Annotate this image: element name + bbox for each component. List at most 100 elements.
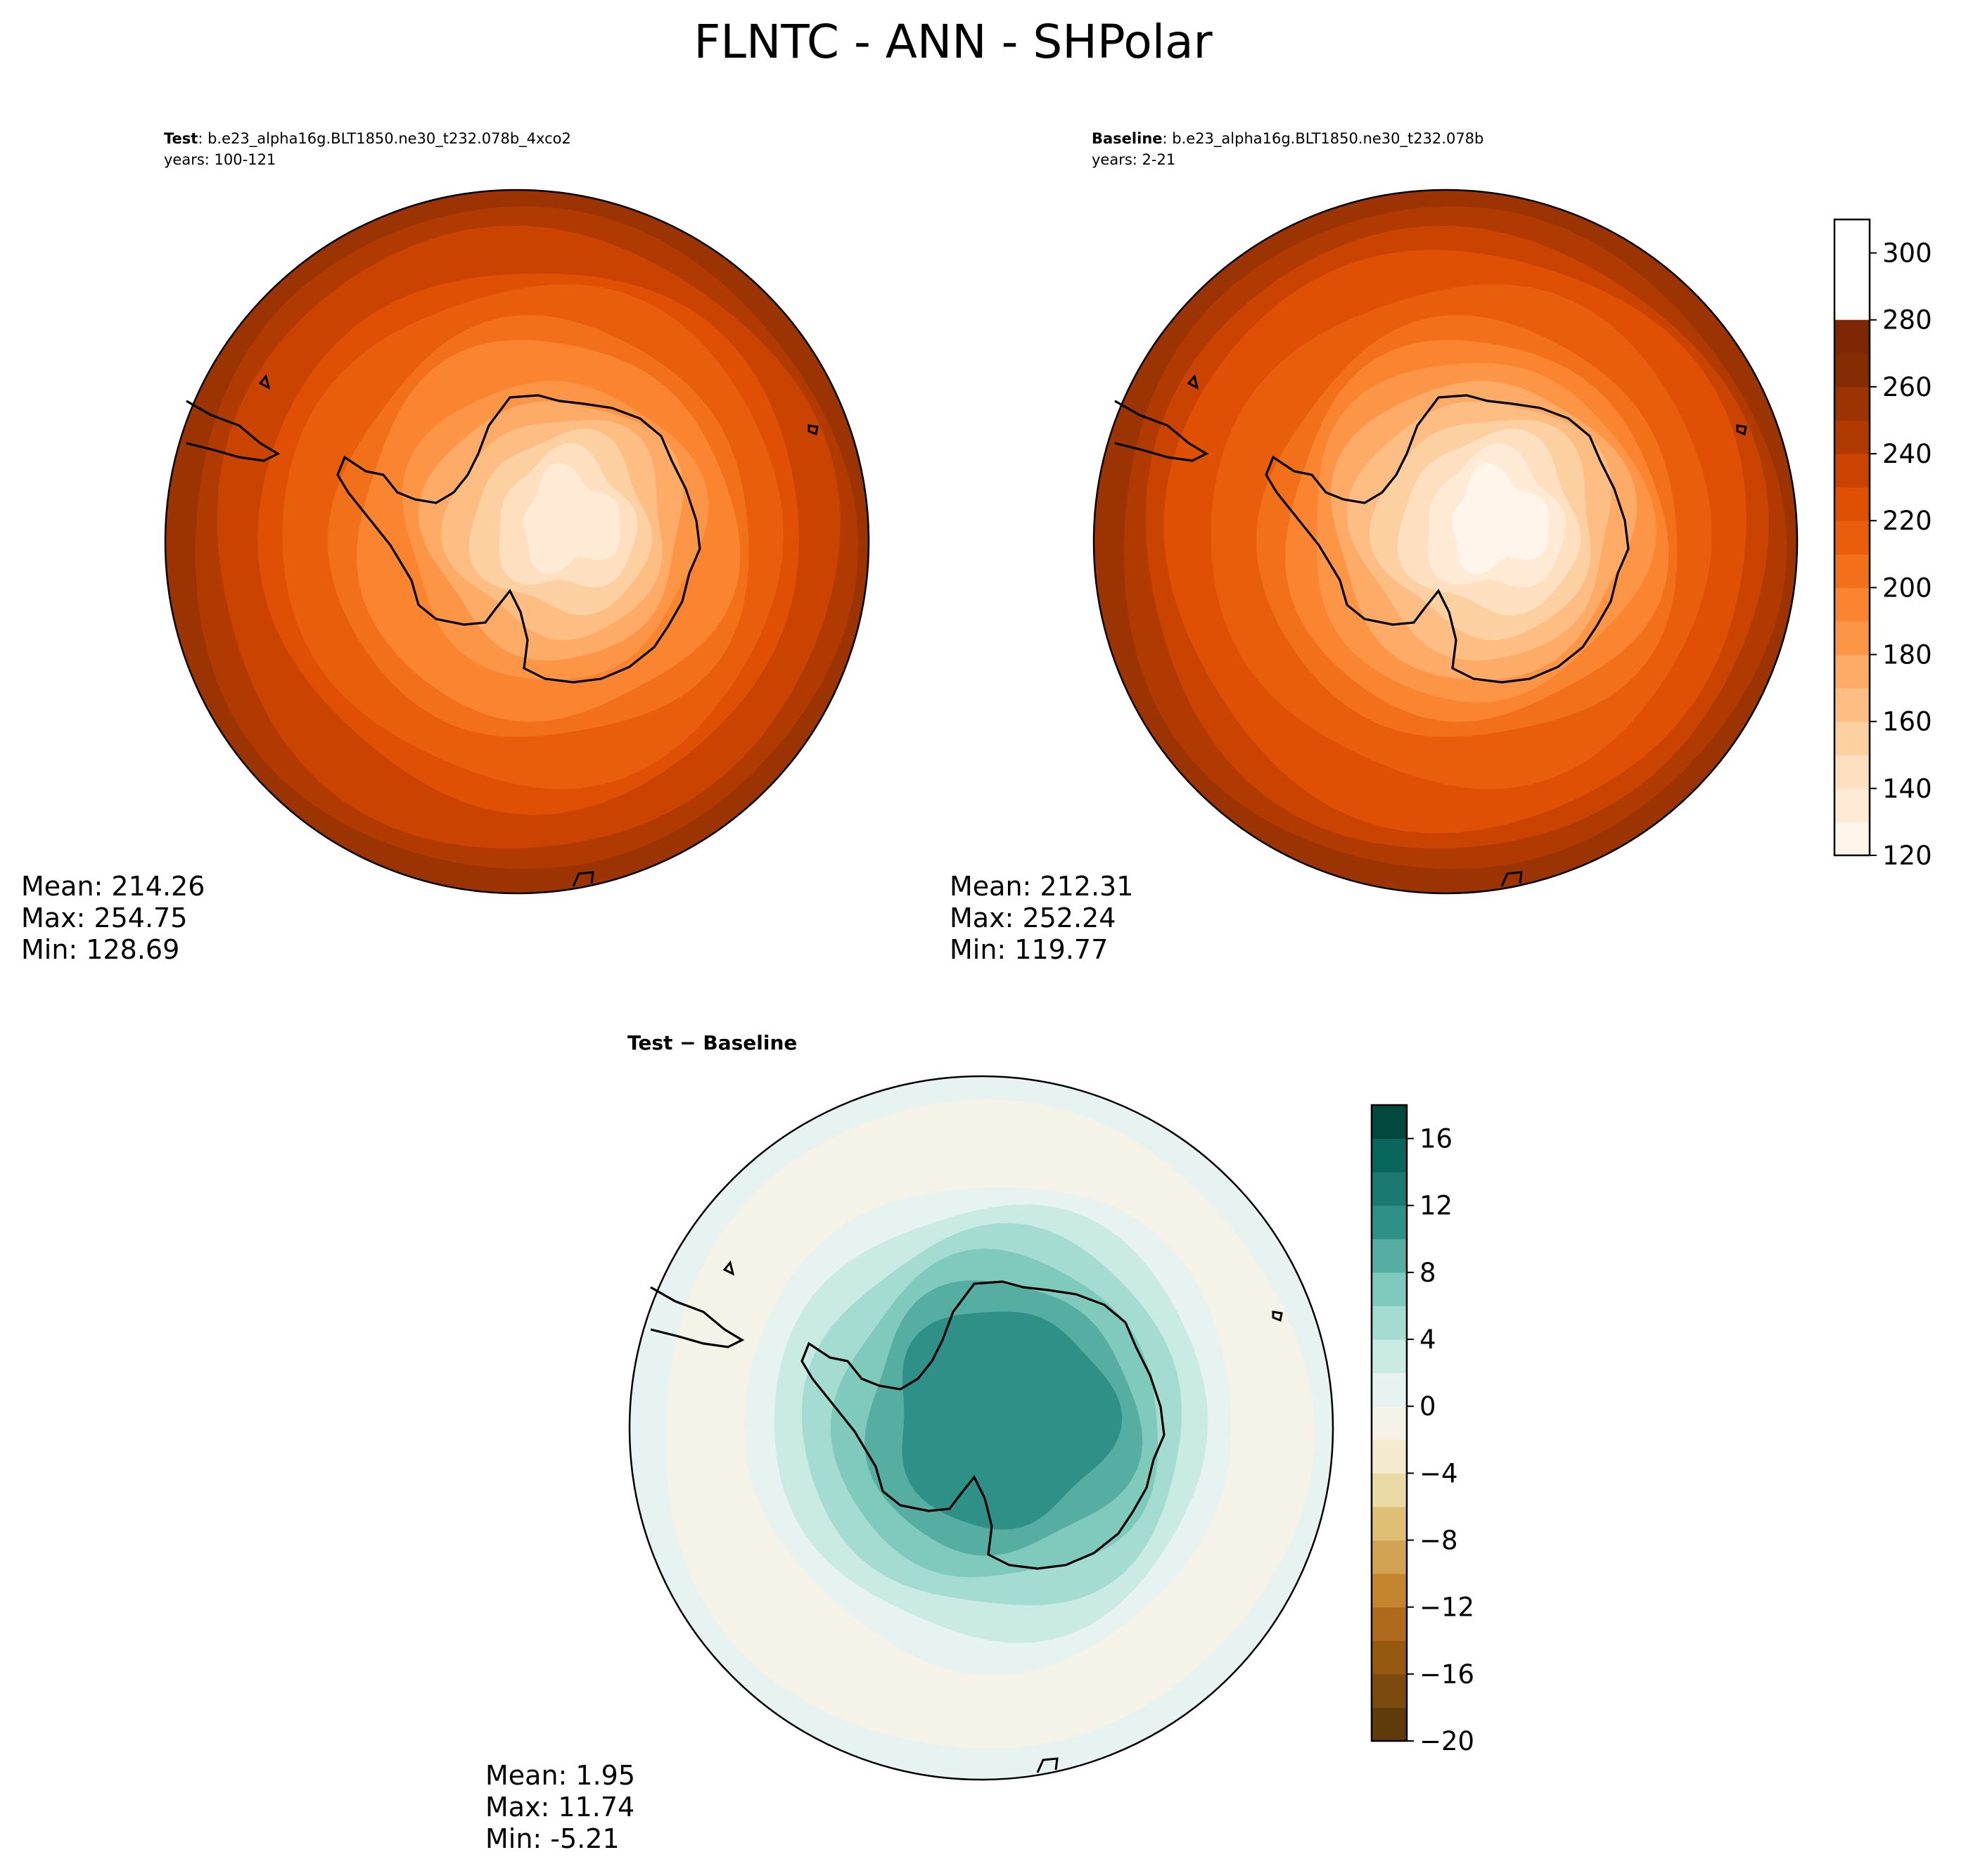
colorbar-tick-label: 240 — [1882, 439, 1932, 469]
colorbar-tick-label: −16 — [1419, 1659, 1474, 1690]
colorbar-swatch — [1372, 1473, 1407, 1507]
colorbar-swatch — [1834, 521, 1870, 555]
colorbar-swatch — [1372, 1339, 1407, 1374]
colorbar-tick-label: −8 — [1419, 1526, 1458, 1556]
colorbar-frame — [1833, 218, 1871, 857]
colorbar-tick-label: −12 — [1419, 1593, 1474, 1623]
colorbar-swatch — [1834, 487, 1870, 521]
colorbar-swatch — [1834, 620, 1870, 656]
test-label-rest: : b.e23_alpha16g.BLT1850.ne30_t232.078b_… — [198, 130, 571, 148]
colorbar-tick-label: 280 — [1882, 305, 1932, 336]
colorbar-swatch — [1372, 1138, 1407, 1173]
colorbar-tick-label: −20 — [1419, 1726, 1474, 1756]
colorbar-tick-label: 8 — [1419, 1258, 1436, 1288]
colorbar-swatch — [1834, 822, 1870, 856]
test-label: Test: b.e23_alpha16g.BLT1850.ne30_t232.0… — [164, 130, 571, 148]
colorbar-swatch — [1372, 1406, 1407, 1441]
colorbar-swatch — [1372, 1372, 1407, 1407]
test-stat-min: Min: 128.69 — [21, 934, 179, 965]
antarctica-coastline — [800, 1280, 1166, 1570]
south-america-coastline — [650, 1286, 745, 1348]
field-band — [523, 462, 620, 575]
test-label-bold: Test — [164, 130, 198, 147]
colorbar-tick-label: 16 — [1419, 1124, 1453, 1154]
new-zealand-coastline — [1500, 871, 1523, 887]
figure-title: FLNTC - ANN - SHPolar — [694, 15, 1213, 69]
baseline-label: Baseline: b.e23_alpha16g.BLT1850.ne30_t2… — [1092, 130, 1483, 148]
colorbar-tick-label: 180 — [1882, 640, 1932, 670]
colorbar-swatch — [1372, 1105, 1407, 1140]
colorbar-absolute: 120 140 160 180 200 220 240 260 280 300 — [1833, 218, 1932, 871]
test-stat-mean: Mean: 214.26 — [21, 871, 205, 902]
colorbar-swatch — [1834, 755, 1870, 789]
colorbar-tick-label: 200 — [1882, 573, 1932, 603]
baseline-coastline — [1114, 374, 1747, 887]
baseline-field — [1094, 190, 1797, 893]
colorbar-tick-label: 12 — [1419, 1191, 1453, 1221]
colorbar-swatch — [1372, 1205, 1407, 1239]
baseline-stat-max: Max: 252.24 — [950, 902, 1116, 933]
colorbar-tick-label: 260 — [1882, 372, 1932, 402]
test-stat-max: Max: 254.75 — [21, 902, 187, 933]
new-zealand-coastline — [1036, 1757, 1059, 1773]
field-band — [1452, 462, 1549, 575]
colorbar-swatch — [1834, 554, 1870, 588]
baseline-stat-mean: Mean: 212.31 — [950, 871, 1133, 902]
colorbar-swatch — [1372, 1574, 1407, 1608]
colorbar-frame — [1370, 1104, 1408, 1742]
island-coastline — [808, 424, 819, 436]
baseline-label-rest: : b.e23_alpha16g.BLT1850.ne30_t232.078b — [1163, 130, 1484, 148]
colorbar-tick-label: 140 — [1882, 774, 1932, 804]
test-years: years: 100-121 — [164, 151, 276, 168]
island-coastline — [1736, 424, 1747, 436]
south-america-coastline — [186, 400, 281, 462]
colorbar-swatch — [1372, 1439, 1407, 1474]
colorbar-swatch — [1834, 386, 1870, 421]
baseline-panel: Baseline: b.e23_alpha16g.BLT1850.ne30_t2… — [950, 130, 1799, 965]
antarctica-coastline — [1265, 394, 1630, 684]
island-coastline — [1272, 1310, 1283, 1322]
new-zealand-coastline — [572, 871, 594, 887]
colorbar-swatch — [1372, 1607, 1407, 1641]
colorbar-swatch — [1372, 1306, 1407, 1340]
diff-stat-max: Max: 11.74 — [485, 1792, 634, 1823]
colorbar-difference: −20 −16 −12 −8 −4 0 4 8 12 16 — [1370, 1104, 1474, 1756]
colorbar-swatch — [1834, 788, 1870, 822]
diff-coastline — [650, 1260, 1283, 1773]
test-panel: Test: b.e23_alpha16g.BLT1850.ne30_t232.0… — [21, 130, 870, 965]
colorbar-swatch — [1834, 353, 1870, 388]
colorbar-tick-label: 160 — [1882, 707, 1932, 737]
antarctica-coastline — [336, 394, 701, 684]
test-field — [165, 190, 869, 893]
colorbar-swatch — [1834, 454, 1870, 488]
colorbar-swatch — [1372, 1272, 1407, 1306]
baseline-stat-min: Min: 119.77 — [950, 934, 1108, 965]
diff-map-boundary — [628, 1075, 1334, 1781]
colorbar-swatch — [1372, 1640, 1407, 1675]
field-band — [942, 1363, 1066, 1476]
colorbar-swatch — [1372, 1540, 1407, 1574]
island-coastline — [1187, 374, 1199, 390]
island-coastline — [258, 374, 271, 390]
colorbar-swatch — [1834, 587, 1870, 622]
colorbar-tick-label: 300 — [1882, 238, 1932, 269]
diff-field — [630, 1076, 1333, 1780]
baseline-years: years: 2-21 — [1092, 151, 1175, 168]
colorbar-tick-label: 0 — [1419, 1391, 1436, 1422]
colorbar-swatch — [1834, 319, 1870, 354]
test-map-boundary — [164, 189, 870, 895]
colorbar-tick-label: 220 — [1882, 506, 1932, 536]
test-coastline — [186, 374, 819, 887]
island-coastline — [722, 1260, 735, 1276]
colorbar-tick-label: 120 — [1882, 841, 1932, 871]
colorbar-swatch — [1372, 1172, 1407, 1206]
baseline-map-boundary — [1092, 189, 1799, 895]
colorbar-swatch — [1834, 420, 1870, 454]
colorbar-swatch — [1834, 688, 1870, 722]
colorbar-tick-label: 4 — [1419, 1325, 1436, 1355]
colorbar-swatch — [1372, 1707, 1407, 1742]
colorbar-swatch — [1834, 721, 1870, 755]
colorbar-swatch — [1372, 1673, 1407, 1708]
diff-label: Test − Baseline — [627, 1031, 797, 1054]
